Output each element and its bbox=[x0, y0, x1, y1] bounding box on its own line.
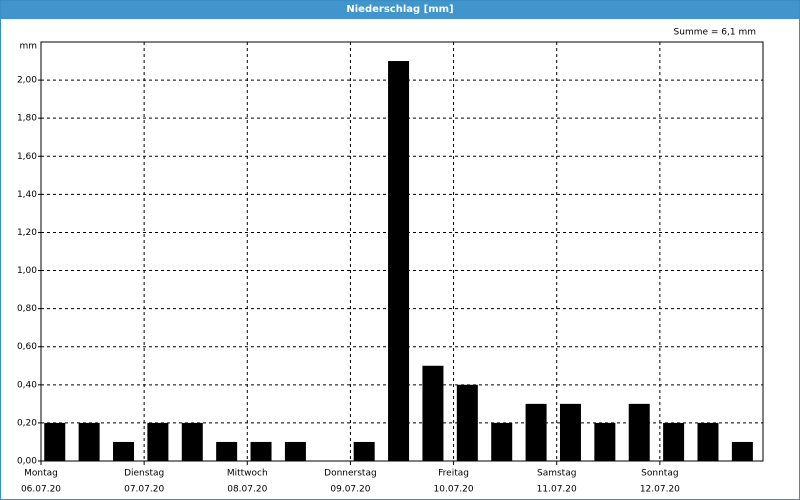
y-tick-label: 1,00 bbox=[17, 266, 37, 276]
bar bbox=[525, 403, 547, 461]
bar bbox=[44, 422, 66, 461]
bar bbox=[353, 441, 375, 461]
bar bbox=[388, 61, 410, 461]
bar bbox=[663, 422, 685, 461]
bar bbox=[559, 403, 581, 461]
annotation: Summe = 6,1 mm bbox=[674, 28, 756, 38]
chart: Summe = 6,1 mm mm 0,00 0,20 0,40 0,60 0,80 1,… bbox=[17, 28, 764, 495]
bar bbox=[594, 422, 616, 461]
x-tick-label: Dienstag bbox=[124, 469, 164, 479]
x-tick-label: Samstag bbox=[537, 469, 576, 479]
bar bbox=[456, 384, 478, 461]
y-tick-label: 0,40 bbox=[17, 380, 37, 390]
x-tick-date: 08.07.20 bbox=[227, 485, 267, 495]
x-tick-date: 07.07.20 bbox=[124, 485, 164, 495]
bar bbox=[250, 441, 272, 461]
y-tick-label: 2,00 bbox=[17, 76, 37, 86]
x-tick-label: Montag bbox=[24, 469, 58, 479]
y-tick-label: 0,20 bbox=[17, 418, 37, 428]
bar bbox=[697, 422, 719, 461]
y-tick-label: 1,60 bbox=[17, 152, 37, 162]
bar bbox=[113, 441, 135, 461]
y-unit: mm bbox=[19, 42, 37, 52]
y-tick-label: 0,00 bbox=[17, 457, 37, 467]
bar bbox=[422, 365, 444, 461]
x-tick-label: Freitag bbox=[438, 469, 469, 479]
x-tick-date: 09.07.20 bbox=[330, 485, 370, 495]
chart-title: Niederschlag [mm] bbox=[1, 1, 799, 19]
bar bbox=[491, 422, 513, 461]
bar bbox=[731, 441, 753, 461]
bar bbox=[216, 441, 238, 461]
y-tick-label: 1,40 bbox=[17, 190, 37, 200]
bar bbox=[78, 422, 100, 461]
x-tick-label: Mittwoch bbox=[227, 469, 268, 479]
x-tick-date: 10.07.20 bbox=[434, 485, 474, 495]
x-tick-date: 06.07.20 bbox=[21, 485, 61, 495]
x-tick-label: Sonntag bbox=[641, 469, 678, 479]
bar bbox=[181, 422, 203, 461]
y-tick-label: 1,80 bbox=[17, 114, 37, 124]
bar bbox=[147, 422, 169, 461]
bar bbox=[284, 441, 306, 461]
y-tick-label: 0,80 bbox=[17, 304, 37, 314]
x-tick-label: Donnerstag bbox=[324, 469, 377, 479]
x-tick-date: 12.07.20 bbox=[640, 485, 680, 495]
x-tick-date: 11.07.20 bbox=[537, 485, 577, 495]
y-tick-label: 1,20 bbox=[17, 228, 37, 238]
y-tick-label: 0,60 bbox=[17, 342, 37, 352]
bar bbox=[628, 403, 650, 461]
